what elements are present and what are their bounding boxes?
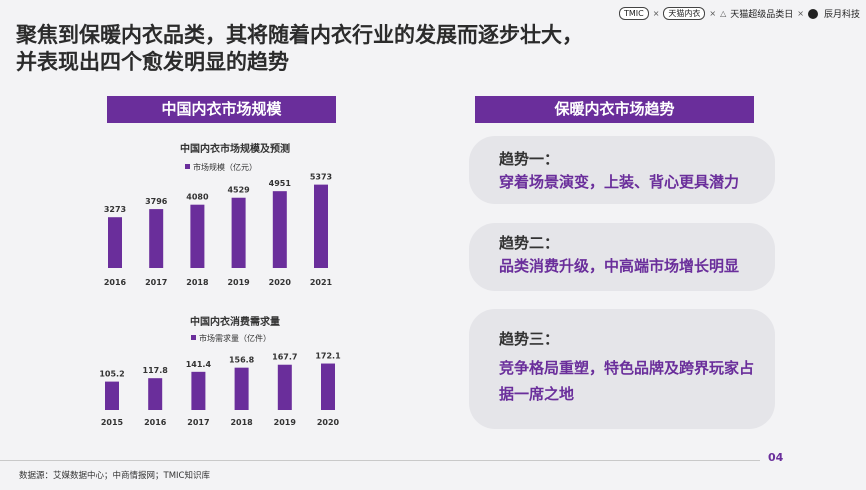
bar-demand-2016 (148, 378, 163, 410)
triangle-icon: △ (720, 9, 727, 18)
bar-size-2020 (272, 191, 287, 268)
title-line-2: 并表现出四个愈发明显的趋势 (16, 50, 289, 74)
data-label-demand-2016: 117.8 (143, 366, 169, 375)
trend-card-1: 趋势一： 穿着场景演变，上装、背心更具潜力 (469, 136, 775, 204)
x-tick-demand-2020: 2020 (317, 418, 340, 427)
tmall-super-category-logo: 天猫超级品类日 (730, 10, 794, 20)
bar-size-2021 (314, 184, 328, 268)
trend-card-3: 趋势三： 竞争格局重塑，特色品牌及跨界玩家占 据一席之地 (469, 309, 775, 429)
bar-size-2016 (108, 217, 122, 268)
legend-size-label: 市场规模（亿元） (193, 162, 257, 172)
bar-size-2017 (149, 209, 164, 268)
data-label-size-2021: 5373 (310, 173, 332, 182)
x-tick-size-2021: 2021 (310, 278, 333, 287)
legend-demand-swatch (191, 335, 196, 340)
separator-icon: × (797, 9, 804, 18)
bar-size-2018 (190, 204, 205, 268)
data-label-size-2016: 3273 (104, 205, 126, 214)
trend-3-label: 趋势三： (499, 330, 560, 348)
chart-demand-title: 中国内衣消费需求量 (190, 315, 280, 328)
separator-icon: × (652, 9, 660, 18)
chenyue-logo: 辰月科技 (823, 10, 860, 20)
trend-card-2: 趋势二： 品类消费升级，中高端市场增长明显 (469, 223, 775, 291)
data-label-demand-2015: 105.2 (99, 370, 124, 379)
legend-size-swatch (185, 164, 190, 169)
data-label-demand-2018: 156.8 (229, 356, 255, 365)
data-source: 数据源：艾媒数据中心；中商情报网；TMIC知识库 (19, 471, 210, 481)
partner-logos: TMIC × 天猫内衣 × △ 天猫超级品类日 × 辰月科技 (618, 7, 860, 20)
x-tick-size-2020: 2020 (269, 278, 292, 287)
footer-divider (0, 460, 760, 461)
x-tick-demand-2018: 2018 (230, 418, 253, 427)
bar-demand-2018 (234, 367, 249, 410)
x-tick-demand-2015: 2015 (101, 418, 124, 427)
tmic-logo: TMIC (618, 7, 649, 20)
trend-2-label: 趋势二： (499, 234, 560, 252)
data-label-demand-2017: 141.4 (186, 360, 212, 369)
bar-demand-2017 (191, 371, 206, 410)
bar-demand-2020 (321, 363, 335, 410)
x-tick-demand-2017: 2017 (187, 418, 209, 427)
trend-3-text-line2: 据一席之地 (499, 385, 575, 403)
data-label-demand-2019: 167.7 (272, 353, 297, 362)
bar-demand-2015 (105, 381, 119, 410)
bar-size-2019 (231, 197, 246, 268)
page-number: 04 (768, 451, 784, 464)
x-tick-size-2019: 2019 (227, 278, 250, 287)
data-label-size-2019: 4529 (227, 186, 250, 195)
chenyue-icon (807, 8, 818, 19)
legend-demand-label: 市场需求量（亿件） (199, 333, 271, 343)
x-tick-size-2017: 2017 (145, 278, 167, 287)
data-label-demand-2020: 172.1 (315, 352, 341, 361)
x-tick-size-2018: 2018 (186, 278, 209, 287)
market-size-header: 中国内衣市场规模 (107, 96, 336, 123)
trend-3-text: 竞争格局重塑，特色品牌及跨界玩家占 (499, 359, 755, 377)
bar-demand-2019 (277, 364, 292, 410)
x-tick-demand-2019: 2019 (274, 418, 297, 427)
page-title: 聚焦到保暖内衣品类，其将随着内衣行业的发展而逐步壮大， 并表现出四个愈发明显的趋… (16, 22, 583, 76)
title-line-1: 聚焦到保暖内衣品类，其将随着内衣行业的发展而逐步壮大， (16, 23, 583, 47)
trends-header: 保暖内衣市场趋势 (475, 96, 754, 123)
data-label-size-2018: 4080 (186, 193, 209, 202)
tmall-underwear-logo: 天猫内衣 (663, 7, 706, 20)
x-tick-size-2016: 2016 (104, 278, 127, 287)
data-label-size-2020: 4951 (269, 179, 292, 188)
data-label-size-2017: 3796 (145, 197, 168, 206)
trend-1-label: 趋势一： (499, 150, 560, 168)
trend-1-text: 穿着场景演变，上装、背心更具潜力 (499, 173, 740, 191)
separator-icon: × (709, 9, 717, 18)
x-tick-demand-2016: 2016 (144, 418, 167, 427)
chart-size-title: 中国内衣市场规模及预测 (180, 142, 290, 155)
trend-2-text: 品类消费升级，中高端市场增长明显 (499, 257, 740, 275)
